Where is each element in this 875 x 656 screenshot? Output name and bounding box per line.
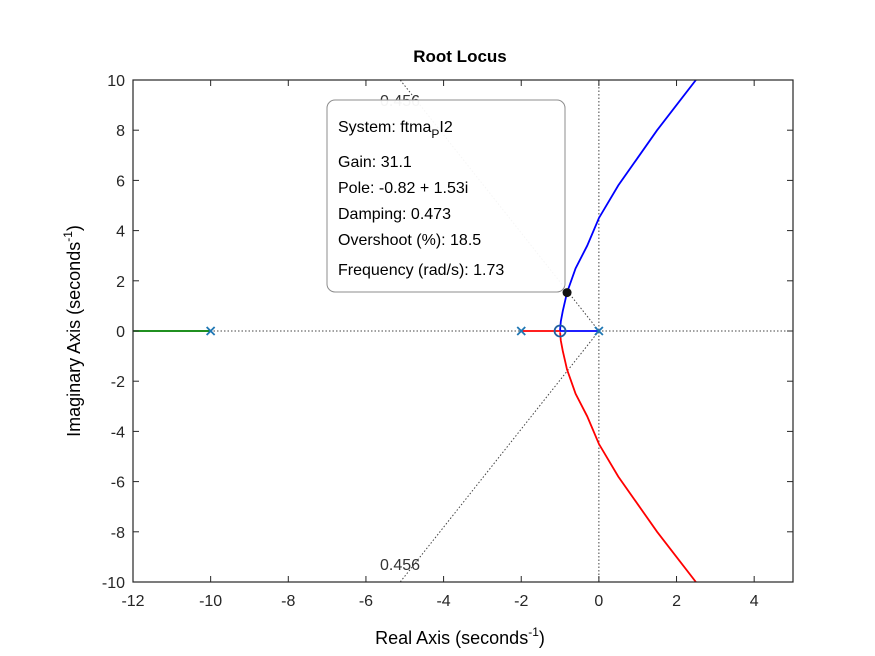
y-tick-label: 8 — [116, 123, 125, 140]
damping-line-lower — [399, 330, 600, 582]
y-tick-label: -8 — [111, 525, 125, 542]
y-tick-label: 2 — [116, 274, 125, 291]
data-tip-pole: Pole: -0.82 + 1.53i — [338, 180, 468, 197]
data-tip-system: System: ftmaPI2 — [338, 119, 453, 141]
data-tip[interactable]: System: ftmaPI2 Gain: 31.1 Pole: -0.82 +… — [326, 99, 566, 293]
y-tick-label: -4 — [111, 424, 125, 441]
y-axis-ticks: -10 -8 -6 -4 -2 0 2 4 6 8 10 — [102, 73, 793, 592]
y-tick-label: -10 — [102, 575, 125, 592]
x-axis-label: Real Axis (seconds-1) — [375, 625, 545, 648]
data-tip-gain: Gain: 31.1 — [338, 154, 412, 171]
x-tick-label: -2 — [514, 593, 528, 610]
y-tick-label: 10 — [107, 73, 125, 90]
locus-branches — [133, 80, 697, 582]
x-tick-label: 4 — [750, 593, 759, 610]
x-tick-label: -6 — [359, 593, 373, 610]
x-tick-label: -8 — [281, 593, 295, 610]
y-tick-label: 4 — [116, 224, 125, 241]
x-tick-label: 0 — [594, 593, 603, 610]
x-tick-label: -4 — [436, 593, 450, 610]
reference-lines — [133, 80, 793, 582]
pole-marker-3 — [594, 326, 604, 336]
data-tip-frequency: Frequency (rad/s): 1.73 — [338, 262, 504, 279]
data-tip-overshoot: Overshoot (%): 18.5 — [338, 232, 481, 249]
locus-branch-4 — [559, 332, 697, 582]
x-tick-label: -12 — [121, 593, 144, 610]
y-tick-label: -6 — [111, 475, 125, 492]
data-tip-damping: Damping: 0.473 — [338, 206, 451, 223]
pole-marker-2 — [516, 326, 526, 336]
y-axis-label: Imaginary Axis (seconds-1) — [61, 225, 84, 437]
y-tick-label: 0 — [116, 324, 125, 341]
y-tick-label: -2 — [111, 374, 125, 391]
pole-marker-1 — [206, 326, 216, 336]
pole-zero-markers — [206, 324, 604, 338]
data-tip-box — [326, 99, 566, 293]
locus-branch-3 — [559, 80, 697, 332]
x-axis-ticks: -12 -10 -8 -6 -4 -2 0 2 4 — [121, 80, 759, 610]
chart-title: Root Locus — [413, 47, 507, 66]
x-tick-label: -10 — [199, 593, 222, 610]
selected-point-marker[interactable] — [562, 288, 572, 298]
zero-marker-1 — [553, 324, 567, 338]
y-tick-label: 6 — [116, 173, 125, 190]
damping-label-bottom: 0.456 — [380, 557, 420, 574]
x-tick-label: 2 — [672, 593, 681, 610]
